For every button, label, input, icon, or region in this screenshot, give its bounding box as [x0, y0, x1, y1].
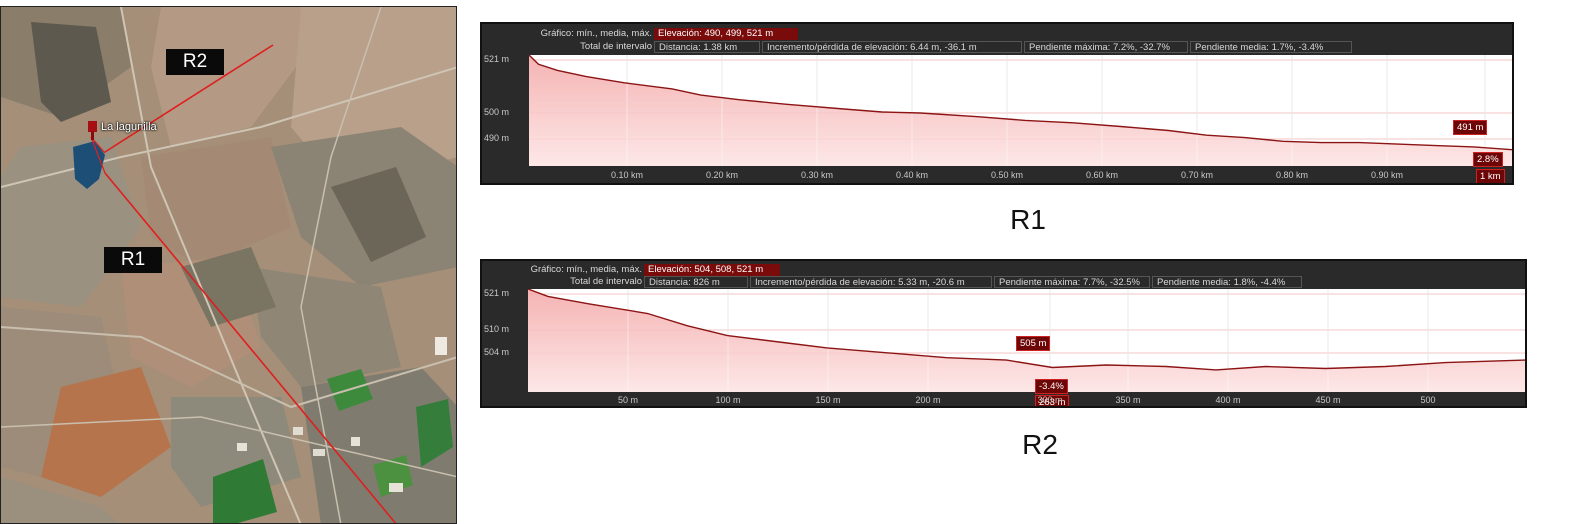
caption-r1: R1	[1010, 204, 1046, 235]
distance-value: Distancia: 826 m	[644, 276, 748, 288]
x-axis-label: 150 m	[815, 395, 841, 405]
elevation-line	[528, 289, 1525, 371]
x-axis-label: 0.10 km	[610, 170, 644, 180]
x-axis-label: 200 m	[915, 395, 941, 405]
x-axis-label: 0.50 km	[990, 170, 1024, 180]
satellite-map[interactable]: La lagunilla R2 R1	[0, 6, 457, 524]
x-axis-label: 0.30 km	[800, 170, 834, 180]
y-axis-label: 510 m	[484, 324, 510, 334]
header-row-graph: Gráfico: mín., media, máx. Elevación: 49…	[482, 28, 1512, 40]
header-row-graph: Gráfico: mín., media, máx. Elevación: 50…	[482, 264, 1525, 276]
y-axis-label: 521 m	[484, 288, 510, 298]
route-r1-tag: R1	[104, 247, 162, 273]
total-label: Total de intervalo	[570, 276, 642, 287]
y-axis-label: 504 m	[484, 347, 510, 357]
distance-value: Distancia: 1.38 km	[654, 41, 760, 53]
location-pin-icon[interactable]	[85, 119, 101, 141]
header-row-total: Total de intervalo Distancia: 826 m Incr…	[482, 276, 1525, 288]
max-slope-value: Pendiente máxima: 7.2%, -32.7%	[1024, 41, 1188, 53]
elevation-summary: Elevación: 504, 508, 521 m	[644, 264, 780, 276]
elevation-area	[529, 55, 1512, 166]
avg-slope-value: Pendiente media: 1.8%, -4.4%	[1152, 276, 1302, 288]
x-axis-label: 300 m	[1037, 395, 1063, 405]
elevation-summary: Elevación: 490, 499, 521 m	[654, 28, 798, 40]
x-axis-label: 450 m	[1315, 395, 1341, 405]
place-label: La lagunilla	[101, 121, 157, 133]
satellite-imagery	[1, 7, 456, 523]
x-axis-label: 400 m	[1215, 395, 1241, 405]
caption-r2: R2	[1022, 429, 1058, 460]
x-axis-label: 0.20 km	[705, 170, 739, 180]
x-axis-label: 0.60 km	[1085, 170, 1119, 180]
profile-chart-r1	[529, 55, 1512, 166]
graph-label: Gráfico: mín., media, máx.	[530, 264, 642, 275]
marker-elevation: 505 m	[1016, 336, 1051, 351]
route-r1-line	[104, 172, 397, 523]
x-axis-label: 0.70 km	[1180, 170, 1214, 180]
x-axis-label: 0.80 km	[1275, 170, 1309, 180]
gain-loss-value: Incremento/pérdida de elevación: 6.44 m,…	[762, 41, 1022, 53]
marker-slope: 2.8%	[1473, 152, 1503, 167]
y-axis-label: 500 m	[484, 107, 510, 117]
marker-position: 1 km	[1476, 169, 1505, 183]
x-axis-label: 500	[1420, 395, 1436, 405]
elevation-area	[528, 289, 1525, 392]
marker-slope: -3.4%	[1035, 379, 1068, 394]
x-axis-label: 50 m	[617, 395, 639, 405]
x-axis-label: 0.90 km	[1370, 170, 1404, 180]
plot-area-r1[interactable]	[529, 55, 1512, 166]
route-r2-tag: R2	[166, 49, 224, 75]
x-axis-label: 0.40 km	[895, 170, 929, 180]
gain-loss-value: Incremento/pérdida de elevación: 5.33 m,…	[750, 276, 992, 288]
x-axis-label: 100 m	[715, 395, 741, 405]
elevation-profile-r1[interactable]: Gráfico: mín., media, máx. Elevación: 49…	[480, 22, 1514, 185]
x-axis-label: 350 m	[1115, 395, 1141, 405]
graph-label: Gráfico: mín., media, máx.	[540, 28, 652, 39]
max-slope-value: Pendiente máxima: 7.7%, -32.5%	[994, 276, 1150, 288]
elevation-profile-r2[interactable]: Gráfico: mín., media, máx. Elevación: 50…	[480, 259, 1527, 408]
marker-elevation: 491 m	[1453, 120, 1488, 135]
y-axis-label: 490 m	[484, 133, 510, 143]
elevation-line	[529, 55, 1512, 151]
marker-position: 263 m	[1035, 395, 1070, 406]
header-row-total: Total de intervalo Distancia: 1.38 km In…	[482, 41, 1512, 53]
avg-slope-value: Pendiente media: 1.7%, -3.4%	[1190, 41, 1352, 53]
profile-chart-r2	[528, 289, 1525, 392]
route-r2-line	[104, 44, 274, 153]
y-axis-label: 521 m	[484, 54, 510, 64]
total-label: Total de intervalo	[580, 41, 652, 52]
